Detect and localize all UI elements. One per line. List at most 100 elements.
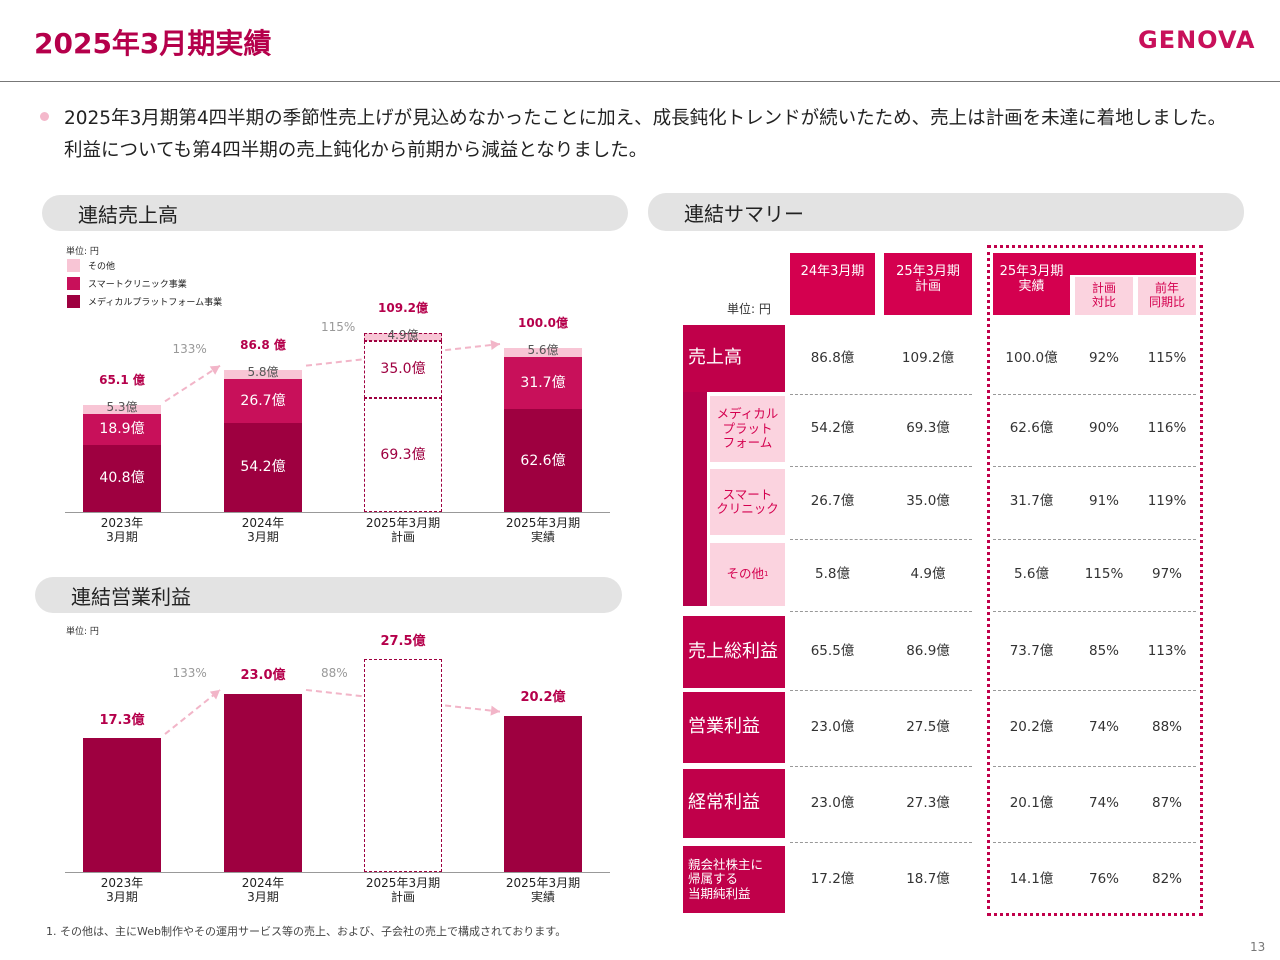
legend-swatch [67, 259, 80, 272]
growth-label: 133% [172, 665, 207, 680]
label-text: メディカル プラット フォーム [716, 406, 779, 451]
x-tick-label: 2025年3月期 実績 [505, 876, 581, 904]
cell: 14.1億 [1009, 870, 1054, 887]
value-label: 18.9億 [99, 421, 145, 438]
x-tick-label: 2024年 3月期 [241, 516, 285, 544]
total-label: 109.2億 [378, 300, 428, 315]
cell: 62.6億 [1009, 420, 1054, 437]
cell: 74% [1088, 794, 1119, 811]
value-label: 23.0億 [240, 668, 286, 684]
row-label: 営業利益 [683, 692, 785, 763]
row-separator [790, 766, 972, 767]
sub-strip [683, 392, 707, 606]
legend-label: スマートクリニック事業 [88, 280, 187, 290]
unit: 単位: 円 [66, 627, 99, 637]
bar-segment [504, 357, 582, 410]
bar-segment [83, 405, 161, 414]
cell: 31.7億 [1009, 493, 1054, 510]
bar-segment [364, 340, 442, 399]
cell: 115% [1084, 565, 1124, 582]
row-label: メディカル プラット フォーム [710, 396, 785, 462]
arrow-head [209, 365, 220, 375]
unit: 単位: 円 [727, 302, 771, 316]
total-label: 100.0億 [518, 316, 568, 331]
growth-label: 88% [321, 665, 348, 680]
growth-arrow [164, 689, 221, 735]
row-separator [993, 465, 1196, 467]
bar [504, 715, 582, 872]
section-header: 連結売上高 [42, 195, 628, 231]
value-label: 5.6億 [527, 343, 559, 358]
column-header: 24年3月期 [790, 253, 875, 315]
row-label: 売上高 [683, 325, 785, 392]
cell: 35.0億 [906, 493, 950, 510]
cell: 116% [1147, 420, 1187, 437]
row-label: 経常利益 [683, 769, 785, 838]
cell: 119% [1147, 493, 1187, 510]
row-separator [993, 394, 1196, 395]
value-label: 54.2億 [240, 459, 286, 476]
bar [83, 738, 161, 872]
bar-segment [224, 379, 302, 424]
cell: 91% [1088, 493, 1119, 510]
cell: 54.2億 [810, 420, 855, 437]
cell: 87% [1151, 794, 1182, 811]
cell: 97% [1151, 565, 1182, 582]
row-separator [790, 394, 972, 395]
cell: 18.7億 [906, 870, 950, 887]
cell: 115% [1147, 349, 1187, 366]
value-label: 69.3億 [380, 447, 426, 464]
cell: 74% [1088, 718, 1119, 735]
row-separator [993, 842, 1196, 843]
cell: 86.9億 [906, 643, 950, 660]
unit: 単位: 円 [66, 247, 99, 257]
value-label: 17.3億 [99, 712, 145, 728]
row-label: 売上総利益 [683, 616, 785, 688]
x-tick-label: 2024年 3月期 [241, 876, 285, 904]
row-separator [790, 690, 972, 691]
row-separator [790, 842, 972, 843]
bar-segment [504, 409, 582, 512]
bullet-dot [40, 112, 49, 121]
value-label: 5.8億 [247, 364, 279, 379]
x-axis [65, 872, 610, 873]
cell: 86.8億 [810, 349, 855, 366]
bar-segment [83, 445, 161, 512]
x-tick-label: 2023年 3月期 [100, 516, 144, 544]
cell: 92% [1088, 349, 1119, 366]
row-separator [790, 465, 972, 467]
x-axis [65, 512, 610, 513]
x-tick-label: 2025年3月期 計画 [365, 876, 441, 904]
column-header: 計画 対比 [1075, 277, 1133, 315]
total-label: 86.8 億 [240, 337, 286, 352]
x-tick-label: 2025年3月期 実績 [505, 516, 581, 544]
bar-segment [224, 369, 302, 380]
growth-label: 115% [321, 319, 356, 334]
title: 2025年3月期実績 [34, 27, 272, 60]
value-label: 4.9億 [387, 327, 419, 342]
x-tick-label: 2025年3月期 計画 [365, 516, 441, 544]
cell: 85% [1088, 643, 1119, 660]
value-label: 35.0億 [380, 361, 426, 378]
cell: 17.2億 [810, 870, 855, 887]
growth-arrow [164, 364, 221, 403]
column-header: 25年3月期 実績 [993, 253, 1070, 315]
cell: 109.2億 [901, 349, 955, 366]
bar-segment [224, 423, 302, 512]
row-separator [993, 539, 1196, 540]
bullet-text: 2025年3月期第4四半期の季節性売上げが見込めなかったことに加え、成長鈍化トレ… [64, 108, 1227, 161]
value-label: 26.7億 [240, 393, 286, 410]
row-separator [993, 690, 1196, 691]
page-number: 13 [1250, 940, 1266, 954]
value-label: 40.8億 [99, 470, 145, 487]
arrow-head [490, 340, 500, 350]
column-header: 25年3月期 計画 [884, 253, 972, 315]
cell: 100.0億 [1005, 349, 1058, 366]
section-header: 連結営業利益 [35, 577, 622, 613]
logo: GENOVA [1138, 26, 1256, 54]
legend-swatch [67, 295, 80, 308]
cell: 73.7億 [1009, 643, 1054, 660]
cell: 82% [1151, 870, 1182, 887]
cell: 5.6億 [1014, 565, 1049, 582]
